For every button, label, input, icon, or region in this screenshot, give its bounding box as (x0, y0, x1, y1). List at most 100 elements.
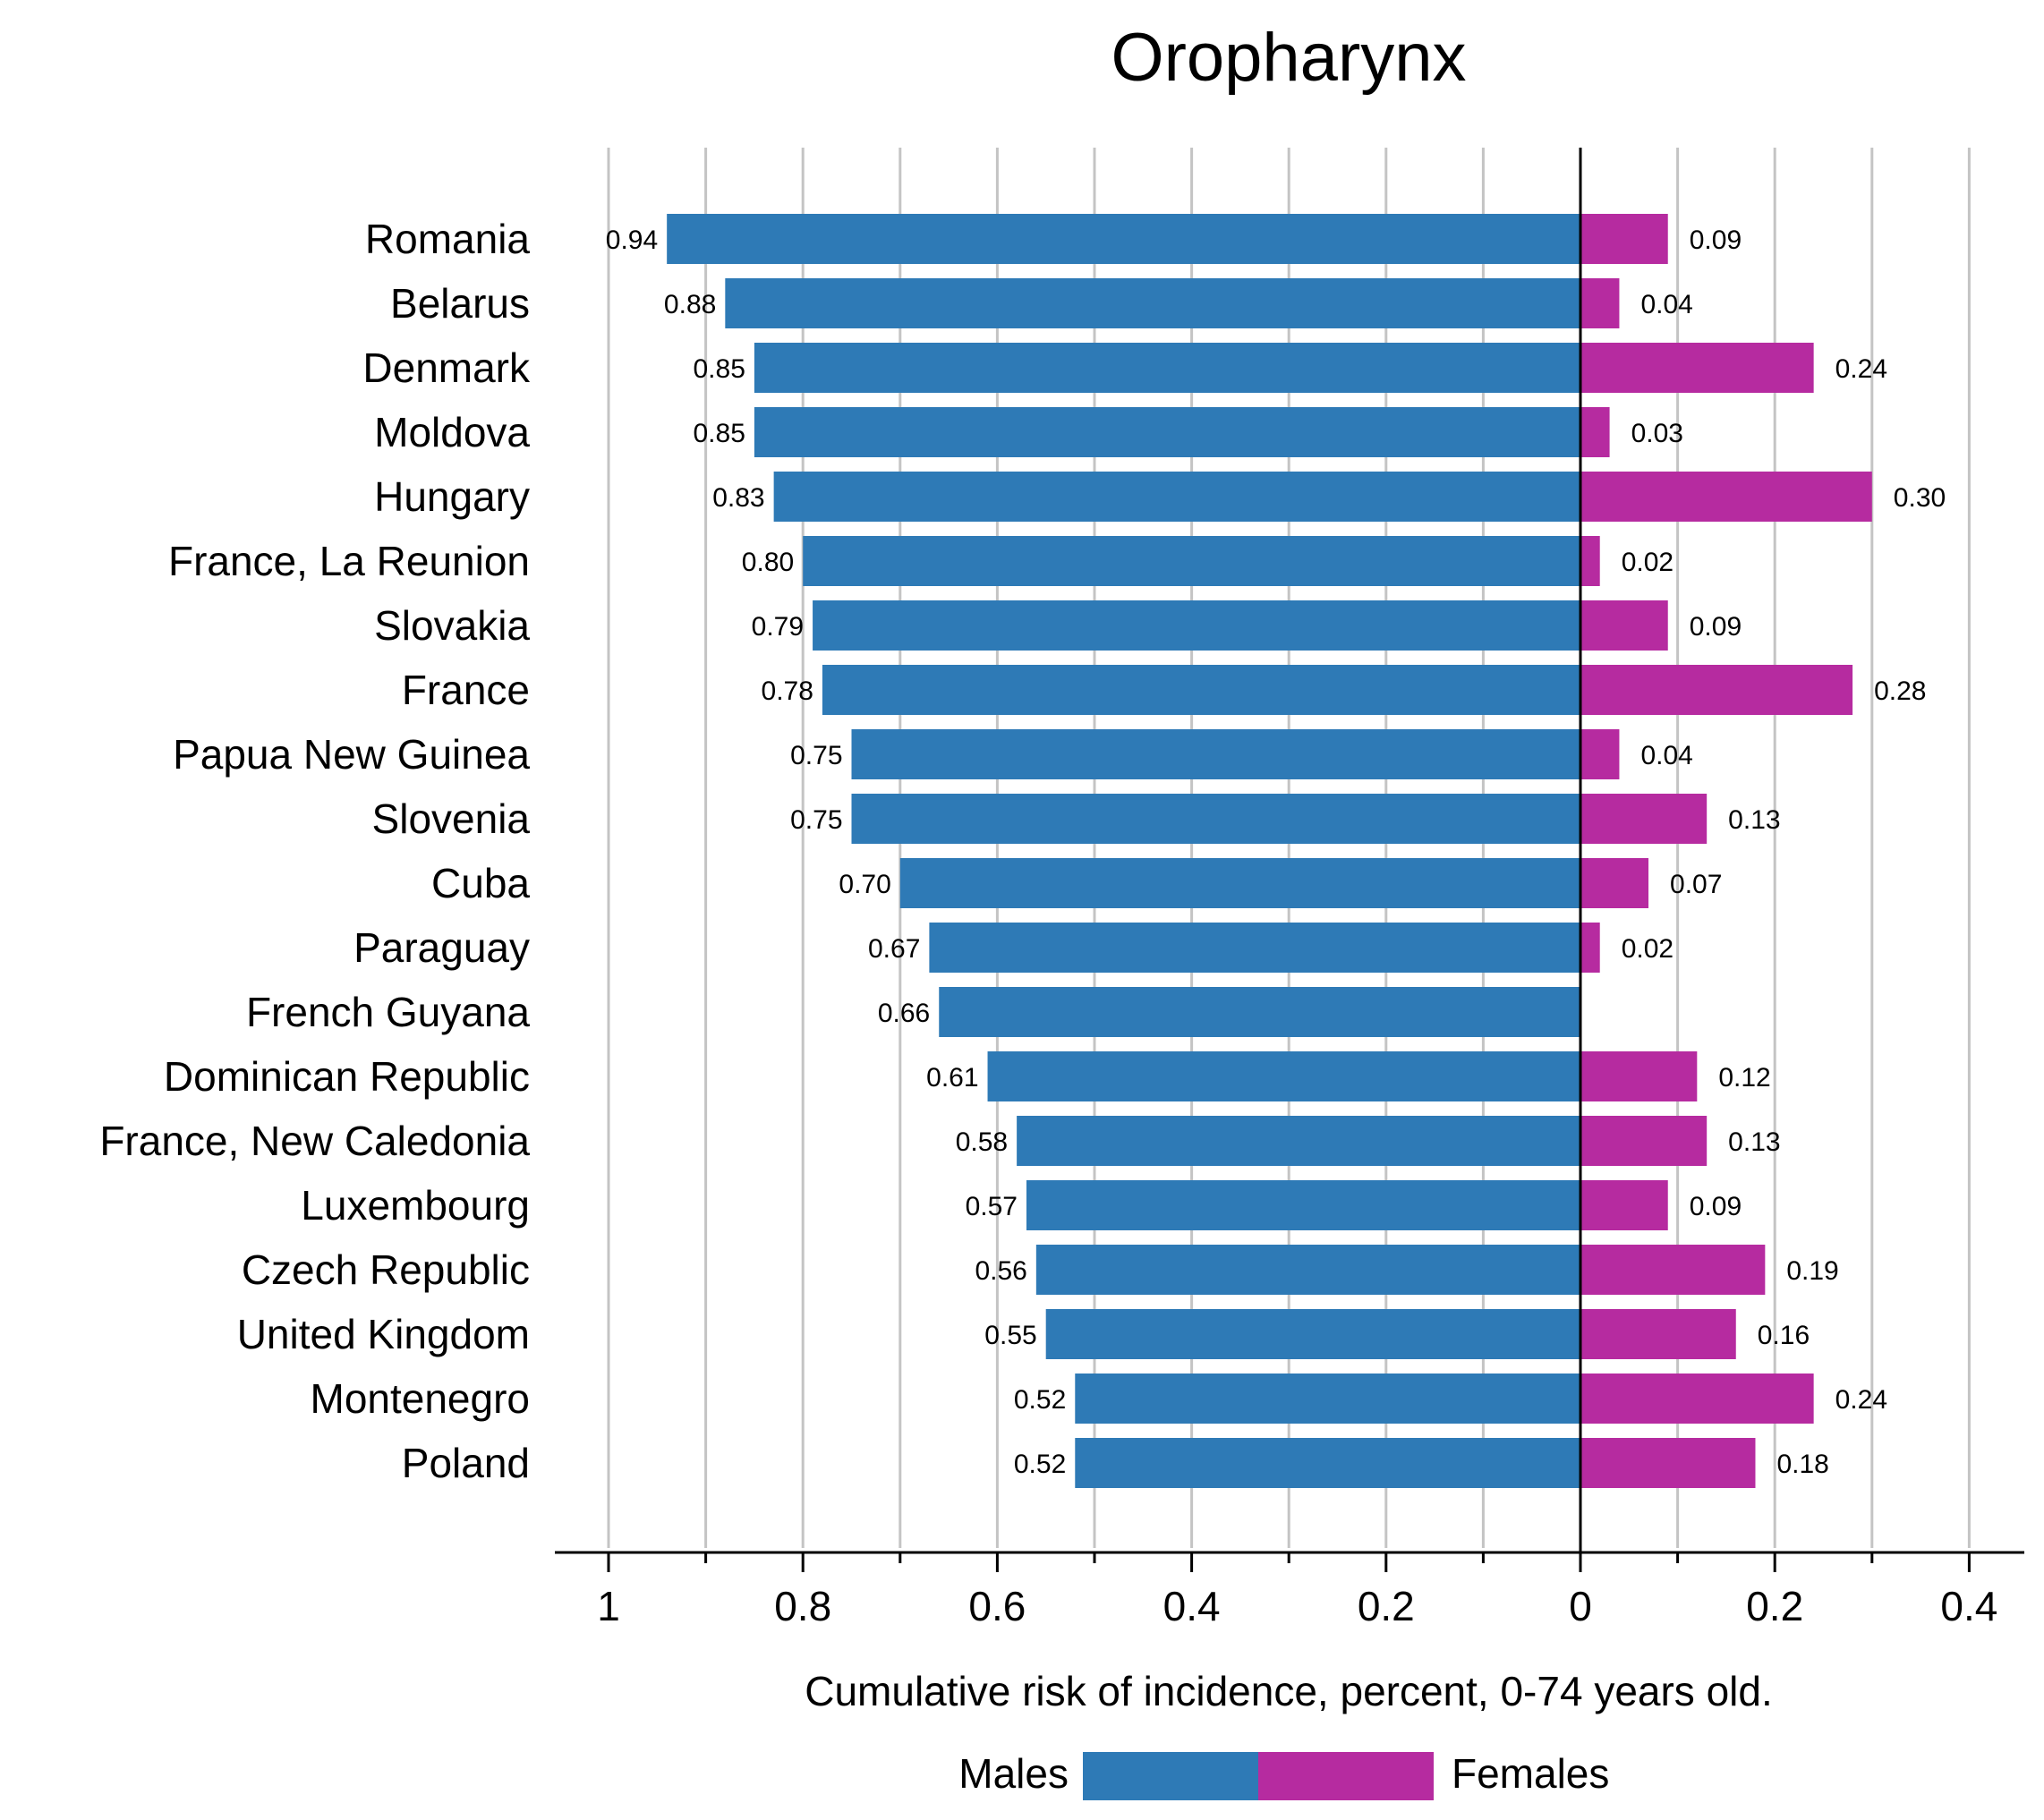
value-label-females: 0.09 (1690, 1192, 1742, 1221)
category-label: Czech Republic (242, 1246, 530, 1293)
category-label: Romania (365, 216, 531, 262)
bar-females (1580, 1180, 1668, 1230)
bar-males (754, 407, 1580, 457)
category-label: France, La Reunion (168, 538, 530, 584)
bar-females (1580, 472, 1872, 522)
category-label: France (402, 667, 530, 713)
x-axis-label: Cumulative risk of incidence, percent, 0… (805, 1668, 1773, 1714)
category-label: France, New Caledonia (99, 1118, 530, 1164)
category-label: French Guyana (246, 989, 530, 1035)
category-label: Montenegro (311, 1375, 531, 1422)
bar-males (1017, 1116, 1580, 1166)
value-label-males: 0.57 (966, 1192, 1018, 1221)
bar-females (1580, 1374, 1814, 1424)
value-label-males: 0.78 (762, 676, 813, 706)
value-label-females: 0.19 (1786, 1256, 1838, 1286)
bar-males (813, 600, 1580, 651)
value-label-males: 0.66 (878, 999, 930, 1028)
bar-males (1035, 1245, 1580, 1295)
chart-title: Oropharynx (1111, 20, 1466, 96)
value-label-males: 0.56 (975, 1256, 1026, 1286)
value-label-males: 0.79 (752, 612, 804, 642)
bar-males (987, 1051, 1580, 1101)
value-label-males: 0.75 (790, 805, 842, 835)
category-label: Denmark (362, 344, 531, 391)
category-label: United Kingdom (237, 1311, 530, 1357)
x-tick-label: 0.8 (774, 1583, 831, 1629)
bar-males (899, 858, 1580, 908)
value-label-females: 0.13 (1728, 805, 1780, 835)
category-label: Luxembourg (301, 1182, 530, 1229)
legend-females-label: Females (1452, 1750, 1609, 1797)
value-label-females: 0.24 (1835, 354, 1887, 384)
value-label-females: 0.24 (1835, 1385, 1887, 1415)
value-label-females: 0.04 (1640, 741, 1692, 770)
bar-females (1580, 858, 1649, 908)
x-tick-label: 0.4 (1940, 1583, 1997, 1629)
bar-females (1580, 600, 1668, 651)
value-label-females: 0.02 (1622, 934, 1674, 964)
value-label-males: 0.61 (926, 1063, 978, 1093)
value-label-females: 0.09 (1690, 612, 1742, 642)
x-tick-label: 0.2 (1358, 1583, 1415, 1629)
bar-males (851, 794, 1580, 844)
value-label-females: 0.28 (1874, 676, 1926, 706)
value-labels: 0.94 0.09 0.88 0.04 0.85 0.24 0.85 0.03 0.83 0.30… (606, 225, 1946, 1479)
legend-males-swatch (1083, 1752, 1258, 1800)
value-label-females: 0.07 (1670, 870, 1722, 899)
bar-females (1580, 794, 1708, 844)
bar-males (773, 472, 1580, 522)
bar-males (939, 987, 1580, 1037)
bars (667, 214, 1872, 1488)
bar-males (822, 665, 1580, 715)
bar-females (1580, 343, 1814, 393)
value-label-males: 0.88 (664, 290, 716, 319)
legend-females-swatch (1258, 1752, 1434, 1800)
value-label-females: 0.02 (1622, 548, 1674, 577)
value-label-males: 0.94 (606, 225, 658, 255)
value-label-females: 0.04 (1640, 290, 1692, 319)
value-label-females: 0.12 (1718, 1063, 1770, 1093)
value-label-females: 0.13 (1728, 1127, 1780, 1157)
value-label-males: 0.75 (790, 741, 842, 770)
category-label: Slovenia (372, 795, 531, 842)
bar-males (754, 343, 1580, 393)
bar-males (1075, 1438, 1580, 1488)
category-label: Dominican Republic (164, 1053, 530, 1100)
value-label-males: 0.83 (712, 483, 764, 513)
category-label: Papua New Guinea (173, 731, 530, 778)
bar-females (1580, 214, 1668, 264)
bar-males (667, 214, 1580, 264)
value-label-males: 0.67 (868, 934, 920, 964)
bar-males (1075, 1374, 1580, 1424)
category-label: Paraguay (353, 924, 530, 971)
x-tick-label: 0.2 (1746, 1583, 1803, 1629)
category-labels: Romania Belarus Denmark Moldova Hungary Franc… (99, 216, 531, 1486)
bar-females (1580, 1245, 1766, 1295)
bar-females (1580, 1116, 1708, 1166)
bar-females (1580, 665, 1853, 715)
bar-females (1580, 729, 1620, 779)
value-label-females: 0.30 (1894, 483, 1946, 513)
legend-males-label: Males (958, 1750, 1069, 1797)
value-label-males: 0.80 (742, 548, 794, 577)
value-label-females: 0.09 (1690, 225, 1742, 255)
category-label: Slovakia (374, 602, 530, 649)
bar-males (803, 536, 1580, 586)
category-label: Hungary (374, 473, 530, 520)
value-label-males: 0.70 (839, 870, 890, 899)
value-label-males: 0.58 (956, 1127, 1008, 1157)
bar-females (1580, 536, 1600, 586)
x-tick-label: 0.6 (968, 1583, 1026, 1629)
bar-females (1580, 923, 1600, 973)
value-label-females: 0.18 (1776, 1450, 1828, 1479)
value-label-males: 0.52 (1014, 1450, 1066, 1479)
value-label-males: 0.52 (1014, 1385, 1066, 1415)
bar-females (1580, 1438, 1756, 1488)
value-label-males: 0.55 (984, 1321, 1036, 1350)
legend: Males Females (958, 1750, 1609, 1800)
category-label: Poland (402, 1440, 530, 1486)
bar-females (1580, 278, 1620, 328)
x-tick-label: 0 (1569, 1583, 1592, 1629)
